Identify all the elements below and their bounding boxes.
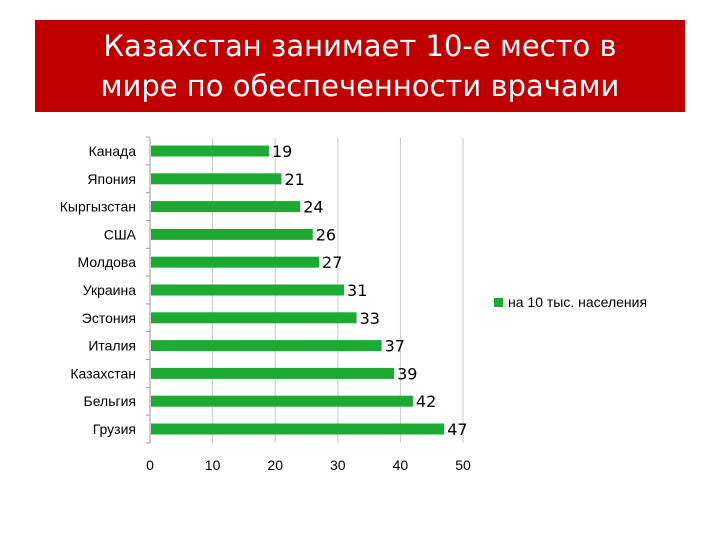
category-label: Япония: [87, 171, 136, 187]
data-label: 27: [322, 253, 342, 272]
x-tick-label: 0: [146, 457, 154, 473]
data-label: 19: [272, 142, 292, 161]
category-label: Канада: [89, 143, 137, 159]
title-banner: Казахстан занимает 10-е место в мире по …: [35, 20, 685, 112]
x-tick-label: 30: [330, 457, 346, 473]
category-label: Молдова: [78, 254, 137, 270]
title-line-1: Казахстан занимает 10-е место в: [103, 29, 617, 63]
bar: [151, 145, 269, 157]
title-line-2: мире по обеспеченности врачами: [100, 69, 620, 103]
category-label: Италия: [88, 338, 136, 354]
bar: [151, 340, 382, 352]
category-label: Бельгия: [84, 393, 136, 409]
bar: [151, 423, 445, 435]
bar: [151, 284, 345, 296]
data-label: 39: [397, 364, 417, 383]
data-label: 21: [284, 170, 304, 189]
data-label: 37: [385, 337, 405, 356]
category-label: Грузия: [93, 421, 136, 437]
bar: [151, 256, 320, 268]
data-label: 47: [447, 420, 467, 439]
bar: [151, 228, 313, 240]
x-tick-label: 40: [393, 457, 409, 473]
category-label: США: [104, 226, 137, 242]
legend-swatch: [494, 298, 503, 307]
bar: [151, 312, 357, 324]
category-label: Казахстан: [70, 365, 136, 381]
x-tick-label: 20: [267, 457, 283, 473]
bar: [151, 173, 282, 185]
category-label: Кыргызстан: [60, 199, 136, 215]
legend-label: на 10 тыс. населения: [508, 294, 647, 310]
bar: [151, 367, 395, 379]
data-label: 24: [303, 198, 323, 217]
data-label: 31: [347, 281, 367, 300]
data-label: 33: [360, 309, 380, 328]
category-label: Эстония: [82, 310, 136, 326]
bar: [151, 201, 301, 213]
bar: [151, 395, 413, 407]
data-label: 42: [416, 392, 436, 411]
category-label: Украина: [83, 282, 137, 298]
data-label: 26: [316, 225, 336, 244]
x-tick-label: 10: [205, 457, 221, 473]
x-tick-label: 50: [455, 457, 471, 473]
